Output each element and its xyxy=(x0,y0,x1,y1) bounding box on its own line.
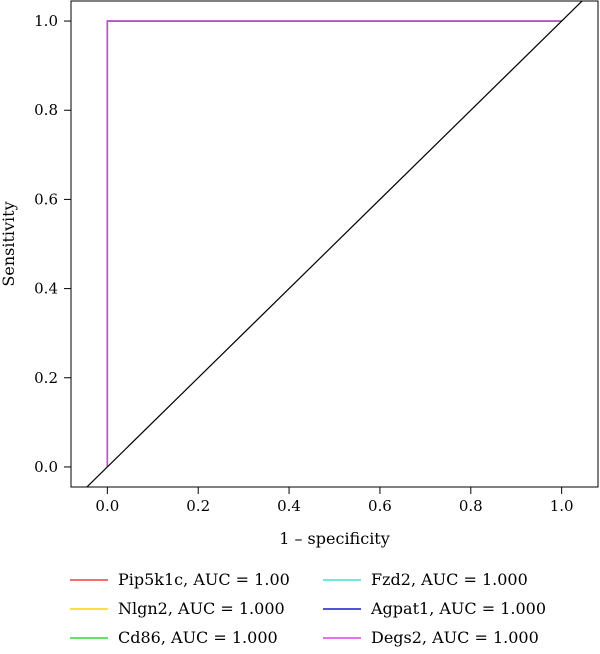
legend-label: Pip5k1c, AUC = 1.00 xyxy=(118,570,290,589)
legend-label: Cd86, AUC = 1.000 xyxy=(118,628,278,647)
x-axis: 0.0 0.2 0.4 0.6 0.8 1.0 xyxy=(95,487,574,515)
x-axis-title: 1 – specificity xyxy=(279,529,390,548)
legend-label: Degs2, AUC = 1.000 xyxy=(371,628,539,647)
legend: Pip5k1c, AUC = 1.00 Nlgn2, AUC = 1.000 Cd8… xyxy=(70,570,546,647)
legend-label: Agpat1, AUC = 1.000 xyxy=(370,599,546,618)
plot-frame xyxy=(70,0,599,488)
y-tick-label: 1.0 xyxy=(34,12,58,30)
plot-lines xyxy=(86,1,583,487)
roc-curve-series-5 xyxy=(106,20,562,467)
y-axis-title: Sensitivity xyxy=(0,201,18,286)
x-tick-label: 0.4 xyxy=(277,497,301,515)
y-axis: 0.0 0.2 0.4 0.6 0.8 1.0 xyxy=(34,12,71,476)
legend-label: Nlgn2, AUC = 1.000 xyxy=(118,599,285,618)
y-tick-label: 0.8 xyxy=(34,101,58,119)
diagonal-reference-line xyxy=(86,1,583,487)
x-tick-label: 0.8 xyxy=(459,497,483,515)
x-tick-label: 0.0 xyxy=(95,497,119,515)
x-tick-label: 0.6 xyxy=(368,497,392,515)
legend-label: Fzd2, AUC = 1.000 xyxy=(371,570,528,589)
x-tick-label: 0.2 xyxy=(186,497,210,515)
y-tick-label: 0.6 xyxy=(34,190,58,208)
x-tick-label: 1.0 xyxy=(550,497,574,515)
y-tick-label: 0.4 xyxy=(34,280,58,298)
y-tick-label: 0.0 xyxy=(34,458,58,476)
y-tick-label: 0.2 xyxy=(34,369,58,387)
